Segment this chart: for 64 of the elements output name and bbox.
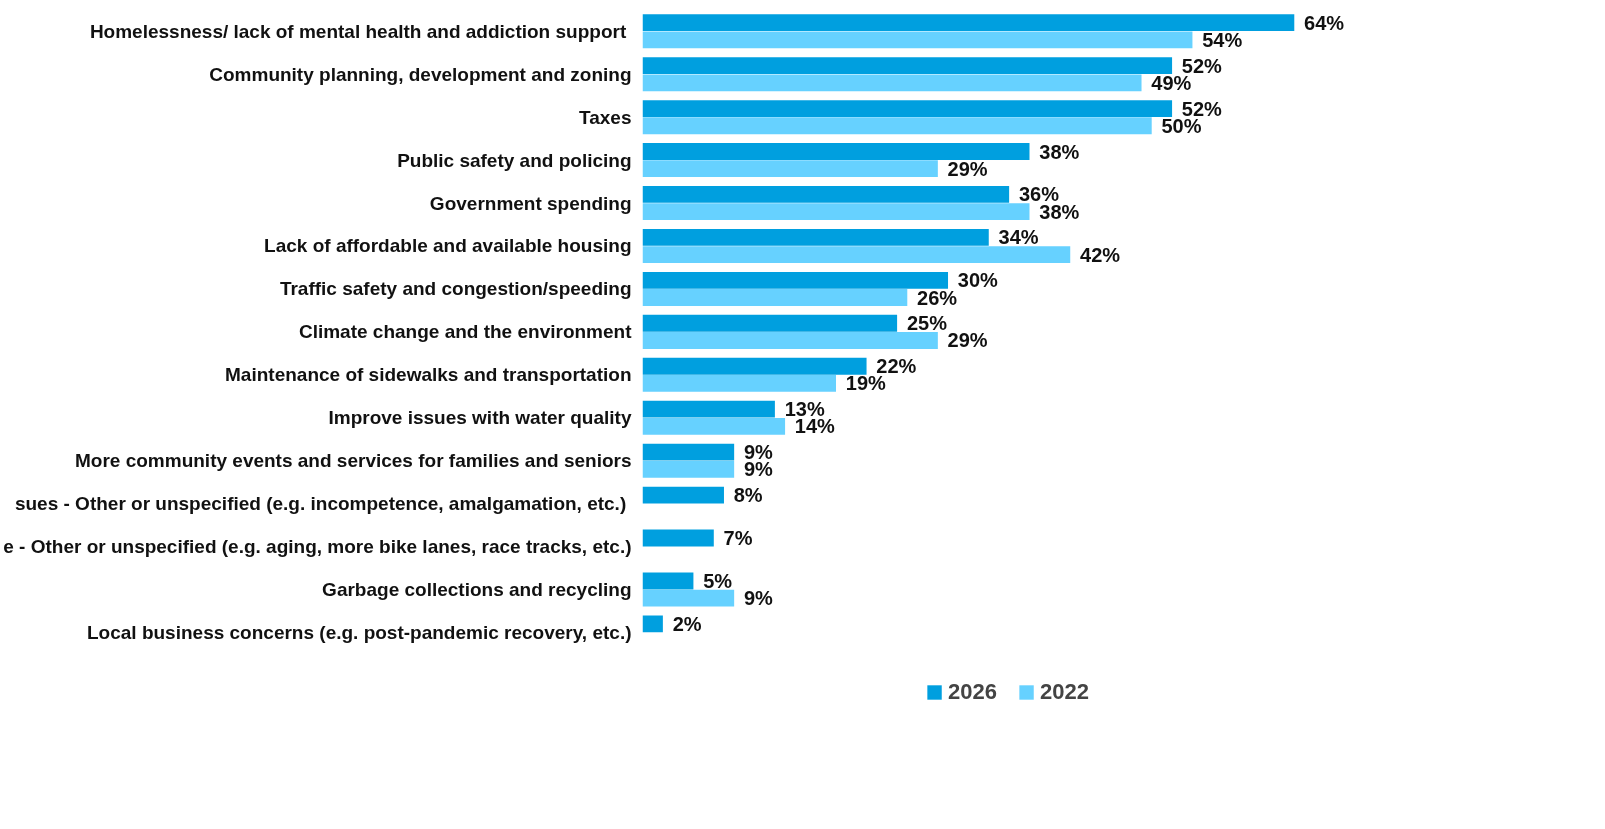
y-tick-label: Climate change and the environment: [298, 321, 633, 343]
bar: [642, 117, 1152, 135]
bar: [642, 615, 663, 633]
y-tick-label: Homelessness/ lack of mental health and addiction support: [89, 20, 627, 42]
data-label: 7%: [723, 527, 753, 550]
y-tick-label: Public safety and policing: [397, 149, 632, 171]
bar: [642, 271, 949, 289]
data-label: 2%: [672, 612, 702, 635]
data-label: 25%: [906, 312, 948, 335]
bar: [642, 357, 867, 375]
bar: [642, 246, 1071, 263]
bar: [642, 529, 714, 547]
y-tick-label: Lack of affordable and available housing: [264, 235, 632, 257]
bar: [642, 375, 836, 392]
data-label: 5%: [703, 569, 733, 592]
y-tick-label: Taxes: [579, 106, 632, 128]
y-tick-label: e - Other or unspecified (e.g. aging, more bike lanes, race tracks, etc.): [3, 536, 632, 558]
bar: [642, 460, 735, 478]
bar: [642, 572, 694, 590]
bar: [642, 31, 1193, 49]
y-tick-label: More community events and services for families and seniors: [75, 450, 632, 472]
bar: [642, 74, 1142, 92]
data-label: 9%: [743, 458, 774, 481]
data-label: 26%: [917, 286, 958, 309]
bar: [642, 14, 1295, 32]
bar: [642, 589, 735, 607]
data-label: 30%: [957, 269, 999, 292]
bar: [642, 57, 1173, 75]
data-label: 29%: [947, 157, 988, 180]
data-label: 54%: [1202, 28, 1243, 51]
y-tick-label: Government spending: [429, 192, 632, 214]
legend-label: 2022: [1040, 679, 1089, 705]
bar: [642, 228, 989, 246]
data-label: 14%: [794, 415, 836, 438]
y-tick-label: Community planning, development and zoning: [209, 63, 632, 85]
data-label: 52%: [1181, 97, 1223, 120]
data-label: 19%: [845, 372, 887, 395]
bar: [642, 186, 1010, 203]
bar: [642, 289, 908, 306]
legend-label: 2026: [948, 679, 997, 705]
bar: [642, 443, 735, 461]
y-tick-label: Maintenance of sidewalks and transportation: [225, 364, 632, 386]
bar: [642, 203, 1030, 221]
y-tick-label: Local business concerns (e.g. post-pandemic recovery, etc.): [87, 621, 632, 643]
bar: [642, 417, 786, 435]
bar: [642, 100, 1173, 117]
data-label: 8%: [733, 484, 763, 507]
bar: [642, 160, 938, 178]
bar: [642, 486, 724, 504]
y-tick-label: sues - Other or unspecified (e.g. incompetence, amalgamation, etc.): [14, 493, 627, 515]
data-label: 34%: [998, 226, 1039, 249]
bar: [642, 400, 775, 418]
bar: [642, 314, 898, 332]
bar: [642, 332, 938, 349]
data-label: 29%: [947, 329, 988, 352]
data-label: 9%: [743, 587, 774, 610]
data-label: 42%: [1080, 243, 1121, 266]
data-label: 64%: [1304, 11, 1345, 34]
bar: [642, 143, 1030, 160]
data-label: 38%: [1039, 140, 1080, 163]
y-tick-label: Improve issues with water quality: [328, 407, 632, 429]
y-tick-label: Garbage collections and recycling: [322, 579, 632, 601]
y-tick-label: Traffic safety and congestion/speeding: [279, 278, 632, 300]
data-label: 52%: [1181, 54, 1223, 77]
